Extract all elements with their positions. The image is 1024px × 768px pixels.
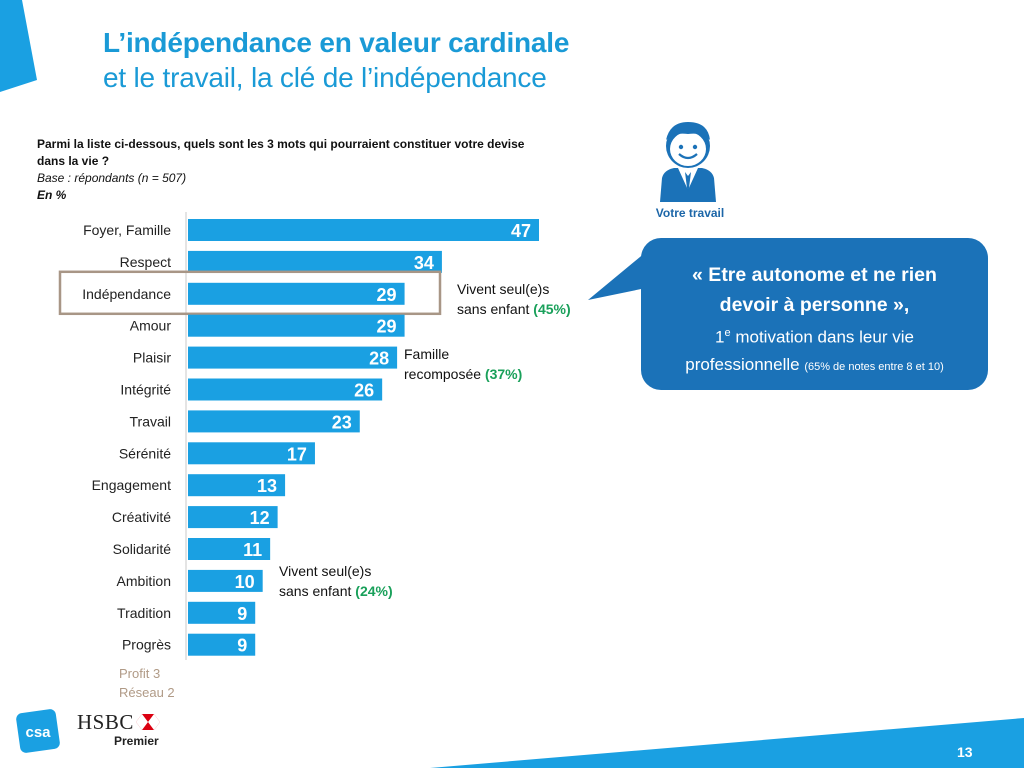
value-label-7: 17 bbox=[287, 444, 307, 464]
value-label-11: 10 bbox=[235, 572, 255, 592]
value-label-2: 29 bbox=[377, 285, 397, 305]
annotation-plaisir-line1: Famille bbox=[404, 346, 450, 362]
category-label-2: Indépendance bbox=[82, 286, 171, 302]
bar-12 bbox=[188, 601, 256, 624]
quote-line-1: « Etre autonome et ne rien bbox=[692, 264, 937, 286]
bar-2 bbox=[188, 282, 405, 305]
bar-5 bbox=[188, 378, 383, 401]
category-label-1: Respect bbox=[120, 254, 171, 270]
annotation-indep: Vivent seul(e)s sans enfant (45%) bbox=[457, 279, 571, 319]
category-label-0: Foyer, Famille bbox=[83, 222, 171, 238]
bar-3 bbox=[188, 314, 405, 337]
page-number: 13 bbox=[957, 744, 973, 760]
hsbc-logo-text: HSBC bbox=[77, 710, 134, 734]
value-label-1: 34 bbox=[414, 253, 434, 273]
title-line-2: et le travail, la clé de l’indépendance bbox=[103, 62, 547, 93]
csa-logo: csa bbox=[16, 709, 60, 753]
question-block: Parmi la liste ci-dessous, quels sont le… bbox=[37, 136, 537, 204]
annotation-bottom-line2: sans enfant (24%) bbox=[279, 583, 393, 599]
sub-note-1: Profit 3 bbox=[119, 666, 161, 681]
quote-line-3: 1e motivation dans leur vie bbox=[715, 327, 914, 347]
bar-chart: Foyer, Famille 47 Respect 34 Indépendance 29 A… bbox=[58, 212, 539, 660]
annotation-plaisir: Famille recomposée (37%) bbox=[404, 344, 522, 384]
annotation-bottom: Vivent seul(e)s sans enfant (24%) bbox=[279, 561, 393, 601]
value-label-10: 11 bbox=[243, 540, 262, 560]
value-label-12: 9 bbox=[237, 604, 247, 624]
highlight-box bbox=[58, 270, 442, 316]
bar-1 bbox=[188, 250, 442, 273]
category-label-10: Solidarité bbox=[113, 541, 172, 557]
corner-tab-decoration bbox=[0, 0, 37, 92]
annotation-plaisir-pct: (37%) bbox=[484, 366, 523, 382]
annotation-bottom-line1: Vivent seul(e)s bbox=[279, 563, 372, 579]
category-label-7: Sérénité bbox=[119, 445, 171, 461]
category-label-5: Intégrité bbox=[120, 382, 171, 398]
annotation-bottom-pct: (24%) bbox=[355, 583, 393, 599]
value-label-13: 9 bbox=[237, 636, 247, 656]
bar-13 bbox=[188, 633, 256, 656]
bar-6 bbox=[188, 410, 360, 433]
category-label-3: Amour bbox=[130, 318, 172, 334]
businessman-icon bbox=[660, 122, 716, 202]
annotation-indep-pct: (45%) bbox=[533, 301, 571, 317]
value-label-4: 28 bbox=[369, 349, 389, 369]
value-label-3: 29 bbox=[377, 317, 397, 337]
hsbc-hexagon-icon bbox=[136, 714, 160, 730]
category-label-6: Travail bbox=[130, 413, 172, 429]
category-label-8: Engagement bbox=[92, 477, 172, 493]
unit-text: En % bbox=[37, 188, 67, 202]
bar-9 bbox=[188, 506, 278, 529]
bar-4 bbox=[188, 346, 398, 369]
quote-line-2: devoir à personne », bbox=[719, 294, 910, 316]
question-text: Parmi la liste ci-dessous, quels sont le… bbox=[37, 137, 525, 168]
annotation-indep-line2: sans enfant (45%) bbox=[457, 301, 571, 317]
annotation-plaisir-line2: recomposée (37%) bbox=[404, 366, 523, 382]
bar-11 bbox=[188, 569, 263, 592]
svg-text:csa: csa bbox=[25, 724, 51, 741]
base-text: Base : répondants (n = 507) bbox=[37, 171, 187, 185]
quote-note: (65% de notes entre 8 et 10) bbox=[804, 360, 944, 373]
title-line-1: L’indépendance en valeur cardinale bbox=[103, 27, 570, 58]
premier-text: Premier bbox=[114, 734, 159, 748]
value-label-0: 47 bbox=[511, 221, 531, 241]
bar-10 bbox=[188, 538, 271, 560]
bar-8 bbox=[188, 474, 286, 497]
quote-line-4: professionnelle (65% de notes entre 8 et… bbox=[685, 354, 944, 374]
value-label-8: 13 bbox=[257, 476, 277, 496]
quote-callout: « Etre autonome et ne rien devoir à pers… bbox=[641, 238, 988, 390]
category-label-12: Tradition bbox=[117, 605, 171, 621]
category-label-13: Progrès bbox=[122, 637, 171, 653]
sub-note-2: Réseau 2 bbox=[119, 685, 175, 700]
speech-bubble-tail bbox=[588, 252, 646, 300]
bar-7 bbox=[188, 442, 315, 465]
category-label-11: Ambition bbox=[117, 573, 171, 589]
category-label-9: Créativité bbox=[112, 509, 171, 525]
sub-notes: Profit 3 Réseau 2 bbox=[119, 664, 175, 702]
bar-0 bbox=[188, 219, 539, 241]
value-label-9: 12 bbox=[250, 508, 270, 528]
value-label-6: 23 bbox=[332, 412, 352, 432]
value-label-5: 26 bbox=[354, 381, 374, 401]
page-title: L’indépendance en valeur cardinale et le… bbox=[103, 26, 663, 96]
avatar-label: Votre travail bbox=[655, 206, 725, 220]
annotation-indep-line1: Vivent seul(e)s bbox=[457, 281, 550, 297]
category-label-4: Plaisir bbox=[133, 350, 171, 366]
